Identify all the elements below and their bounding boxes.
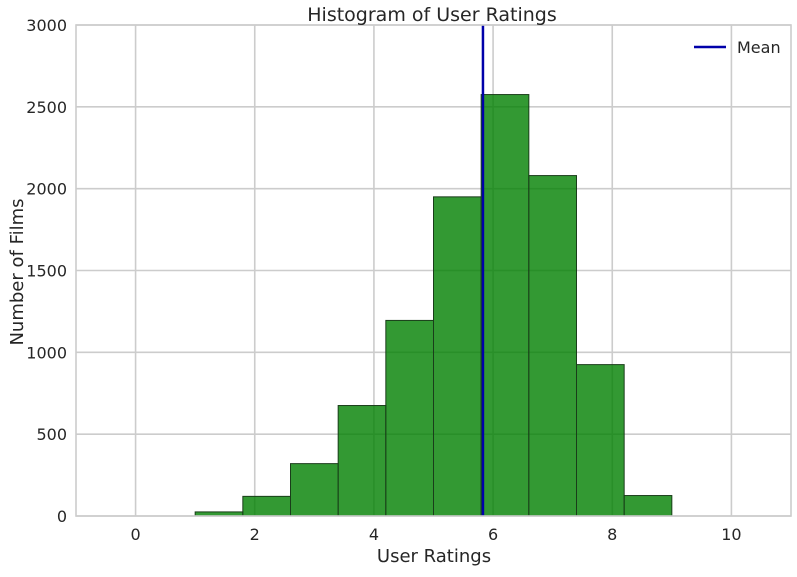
y-tick-label: 1500 [26,262,67,281]
x-tick-labels: 0 2 4 6 8 10 [130,525,741,544]
x-tick-label: 6 [488,525,498,544]
histogram-bar [290,463,339,517]
y-tick-label: 500 [36,425,67,444]
y-tick-label: 2500 [26,98,67,117]
chart-title: Histogram of User Ratings [307,4,556,26]
x-axis-label: User Ratings [377,546,491,567]
histogram-bar [623,495,673,517]
histogram-bar [337,405,387,517]
y-tick-label: 1000 [26,343,67,362]
y-tick-label: 3000 [26,16,67,35]
x-tick-label: 4 [369,525,379,544]
histogram-bar [242,495,291,517]
legend: Mean [694,38,781,57]
bars-layer [194,94,673,517]
x-tick-label: 0 [130,525,140,544]
plot-frame [75,24,792,517]
y-tick-label: 0 [57,507,67,526]
histogram-bar [528,175,577,517]
x-tick-label: 8 [607,525,617,544]
y-axis-label: Number of Films [7,198,28,345]
x-tick-label: 10 [721,525,741,544]
x-tick-label: 2 [250,525,260,544]
histogram-bar [385,319,435,517]
histogram-bar [480,94,530,517]
y-tick-label: 2000 [26,180,67,199]
histogram-bar [433,196,482,517]
y-tick-labels: 0 500 1000 1500 2000 2500 3000 [26,16,67,526]
histogram-bar [576,364,625,517]
legend-mean-label: Mean [737,38,781,57]
